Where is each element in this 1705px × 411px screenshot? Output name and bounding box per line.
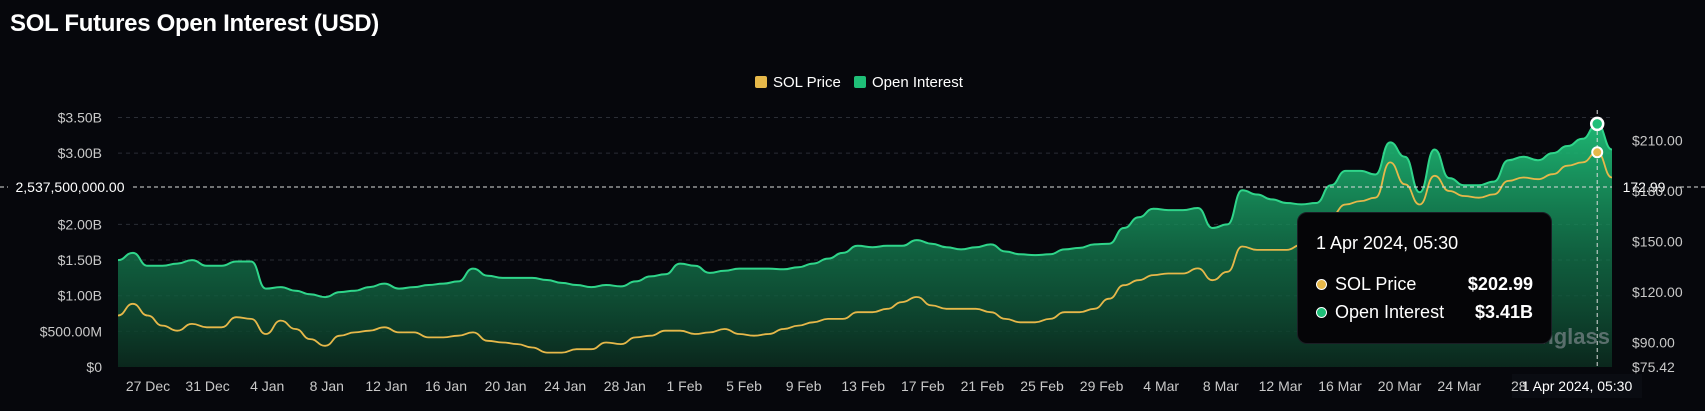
- y-right-tick-label: $180.00: [1632, 183, 1683, 199]
- x-tick-label: 29 Feb: [1080, 378, 1124, 394]
- tooltip-oi-label: Open Interest: [1335, 301, 1445, 322]
- legend-label: Open Interest: [872, 74, 964, 91]
- page-title: SOL Futures Open Interest (USD): [10, 10, 379, 37]
- x-tick-label: 20 Mar: [1378, 378, 1422, 394]
- x-tick-label: 24 Jan: [544, 378, 586, 394]
- legend-label: SOL Price: [773, 74, 841, 91]
- x-tick-label: 31 Dec: [185, 378, 229, 394]
- x-tick-label: 8 Jan: [310, 378, 344, 394]
- tooltip-price-label: SOL Price: [1335, 273, 1417, 294]
- tooltip-price-value: $202.99: [1467, 273, 1533, 294]
- open-interest-line: [117, 122, 1613, 299]
- x-tick-label: 25 Feb: [1020, 378, 1064, 394]
- x-tick-label: 28: [1511, 378, 1527, 394]
- crosshair-right-label-box: [1612, 176, 1676, 198]
- x-tick-label: 9 Feb: [786, 378, 822, 394]
- y-left-tick-label: $500.00M: [40, 323, 102, 339]
- x-tick-label: 13 Feb: [841, 378, 885, 394]
- x-tick-label: 20 Jan: [485, 378, 527, 394]
- x-tick-label: 21 Feb: [961, 378, 1005, 394]
- open-interest-area: [118, 123, 1612, 368]
- x-tick-label: 12 Jan: [365, 378, 407, 394]
- legend-swatch: [854, 76, 866, 88]
- x-tick-label: 27 Dec: [126, 378, 170, 394]
- y-left-tick-label: $2.00B: [58, 216, 102, 232]
- y-left-tick-label: $1.00B: [58, 288, 102, 304]
- y-left-tick-label: $1.50B: [58, 252, 102, 268]
- price-dot-icon: [1316, 278, 1327, 290]
- legend-swatch: [755, 76, 767, 88]
- y-left-tick-label: $0: [86, 359, 102, 375]
- hover-oi-marker: [1589, 116, 1605, 132]
- x-tick-label: 16 Mar: [1318, 378, 1362, 394]
- y-right-tick-label: $90.00: [1632, 334, 1675, 350]
- x-tick-label: 28 Jan: [604, 378, 646, 394]
- x-tick-label: 12 Mar: [1259, 378, 1303, 394]
- x-tick-label: 4 Mar: [1143, 378, 1179, 394]
- crosshair-right-label: 172.99: [1623, 179, 1666, 195]
- y-left-tick-label: $3.50B: [58, 109, 102, 125]
- crosshair-x-label-box: [1512, 374, 1642, 398]
- y-right-tick-label: $75.42: [1632, 359, 1675, 375]
- hover-price-marker: [1591, 146, 1604, 159]
- tooltip-row-price: SOL Price $202.99: [1316, 270, 1533, 298]
- tooltip-oi-value: $3.41B: [1474, 301, 1533, 322]
- x-tick-label: 1 Feb: [666, 378, 702, 394]
- y-left-tick-label: $3.00B: [58, 145, 102, 161]
- y-right-tick-label: $120.00: [1632, 284, 1683, 300]
- x-tick-label: 24 Mar: [1437, 378, 1481, 394]
- tooltip-row-oi: Open Interest $3.41B: [1316, 298, 1533, 326]
- sol-price-line: [117, 151, 1613, 354]
- x-tick-label: 16 Jan: [425, 378, 467, 394]
- crosshair-x-label: 1 Apr 2024, 05:30: [1522, 378, 1633, 394]
- tooltip-date: 1 Apr 2024, 05:30: [1316, 233, 1459, 253]
- crosshair-left-label: 2,537,500,000.00: [16, 179, 125, 195]
- x-tick-label: 8 Mar: [1203, 378, 1239, 394]
- oi-dot-icon: [1316, 306, 1327, 318]
- y-right-tick-label: $150.00: [1632, 233, 1683, 249]
- x-tick-label: 5 Feb: [726, 378, 762, 394]
- x-tick-label: 17 Feb: [901, 378, 945, 394]
- crosshair-left-label-box: [8, 176, 133, 198]
- y-right-tick-label: $210.00: [1632, 133, 1683, 149]
- x-tick-label: 4 Jan: [250, 378, 284, 394]
- chart-tooltip: 1 Apr 2024, 05:30 SOL Price $202.99 Open…: [1297, 212, 1552, 344]
- legend: SOL Price Open Interest: [755, 74, 964, 91]
